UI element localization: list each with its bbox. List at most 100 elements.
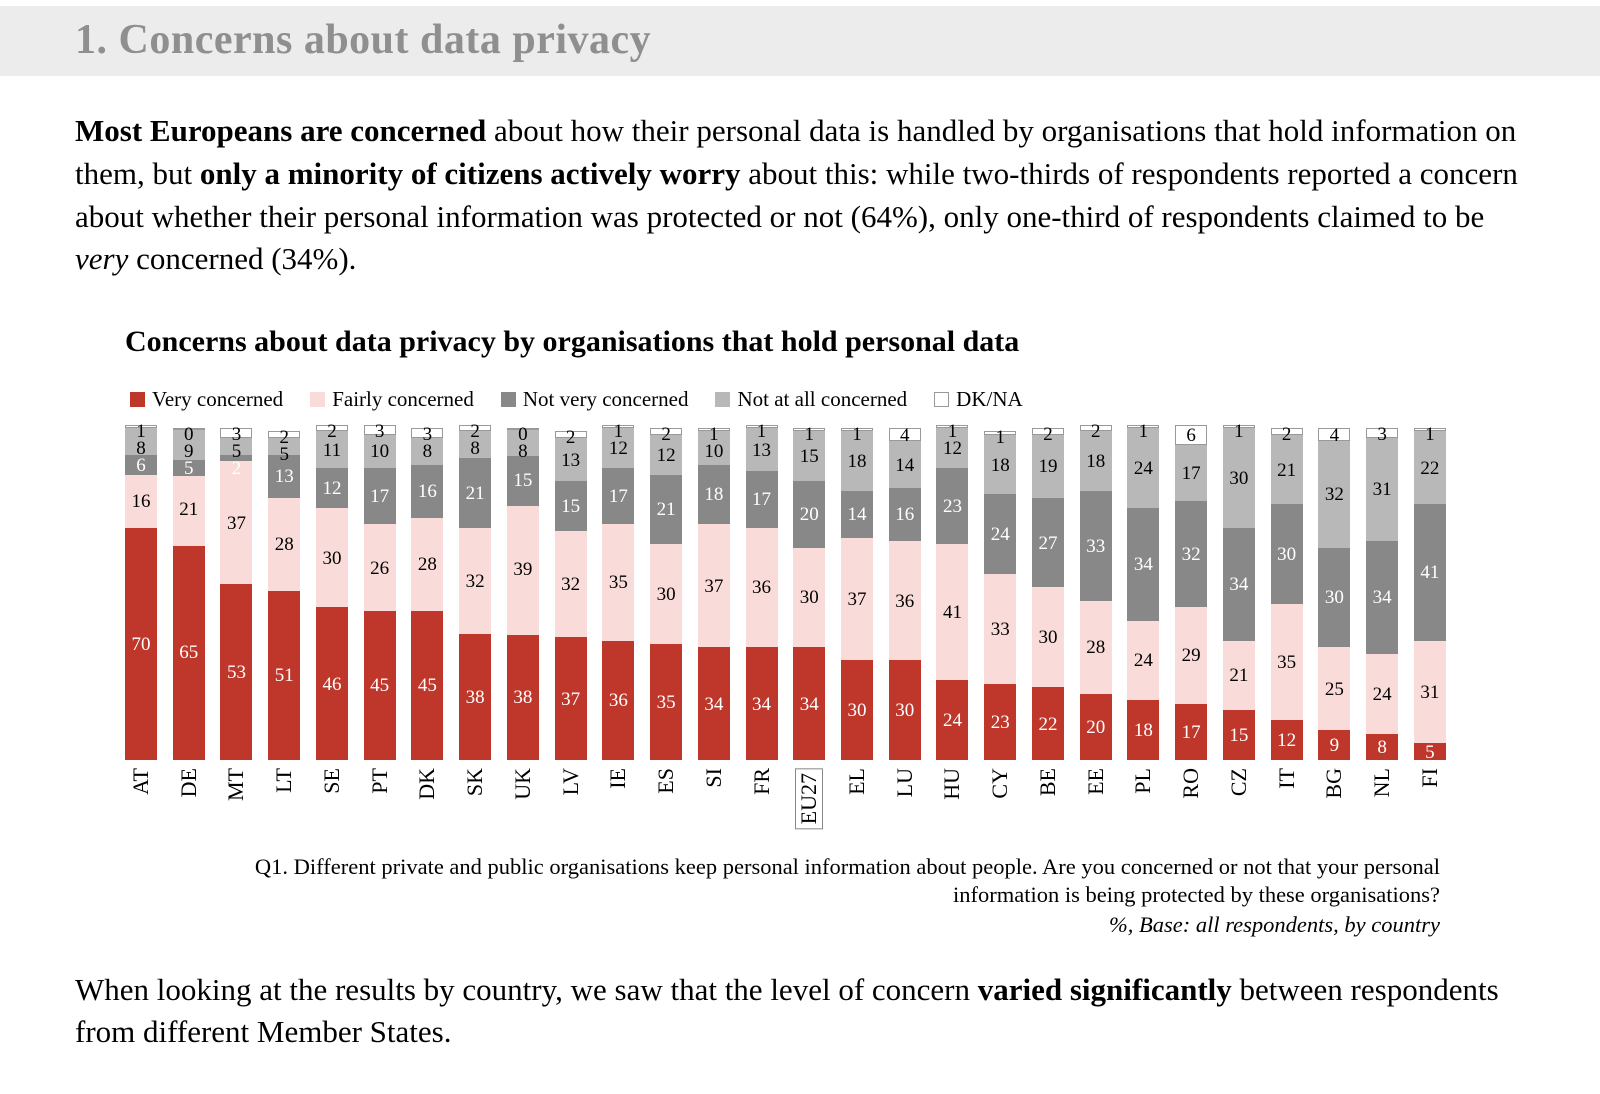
stacked-bar-es: 2 12 21 30 35 xyxy=(650,425,683,761)
segment-not-at-all-concerned xyxy=(984,434,1017,495)
segment-very-concerned xyxy=(745,647,778,761)
segment-not-at-all-concerned xyxy=(411,438,444,465)
segment-not-very-concerned xyxy=(172,459,205,477)
bar-column-fr: 1 13 17 36 34 FR xyxy=(739,418,785,795)
stacked-bar-ee: 2 18 33 28 20 xyxy=(1079,422,1112,761)
bar-column-es: 2 12 21 30 35 ES xyxy=(643,418,689,794)
segment-not-very-concerned xyxy=(1079,491,1112,601)
x-axis-label-ee: EE xyxy=(1082,768,1108,795)
stacked-bar-el: 1 18 14 37 30 xyxy=(841,425,874,761)
bar-column-pl: 1 24 34 24 18 PL xyxy=(1120,418,1166,794)
segment-dk-na xyxy=(125,424,157,429)
segment-dk-na xyxy=(315,424,348,432)
stacked-bar-mt: 3 5 2 37 53 xyxy=(220,425,253,761)
segment-not-at-all-concerned xyxy=(459,431,492,458)
segment-not-at-all-concerned xyxy=(602,428,635,468)
segment-fairly-concerned xyxy=(745,527,778,648)
legend-item-fairly-concerned: Fairly concerned xyxy=(310,387,474,412)
bar-column-cz: 1 30 34 21 15 CZ xyxy=(1216,418,1262,796)
legend-item-very-concerned: Very concerned xyxy=(130,387,283,412)
segment-fairly-concerned xyxy=(554,531,587,638)
segment-dk-na xyxy=(220,428,253,439)
bar-wrapper: 2 11 12 30 46 xyxy=(315,418,348,761)
segment-very-concerned xyxy=(1127,700,1160,761)
closing-bold-1: varied significantly xyxy=(977,971,1232,1007)
segment-fairly-concerned xyxy=(411,517,444,611)
bar-wrapper: 2 12 21 30 35 xyxy=(650,418,683,761)
intro-paragraph: Most Europeans are concerned about how t… xyxy=(75,110,1530,281)
x-axis-label-ie: IE xyxy=(605,768,631,789)
closing-paragraph: When looking at the results by country, … xyxy=(75,969,1530,1055)
bar-column-be: 2 19 27 30 22 BE xyxy=(1025,418,1071,796)
x-axis-label-fr: FR xyxy=(748,768,774,795)
x-axis-label-de: DE xyxy=(175,768,201,798)
bar-column-lu: 4 14 16 36 30 LU xyxy=(882,418,928,797)
stacked-bar-cz: 1 30 34 21 15 xyxy=(1222,422,1255,761)
segment-very-concerned xyxy=(1318,730,1351,761)
segment-very-concerned xyxy=(650,643,683,761)
bar-wrapper: 1 18 14 37 30 xyxy=(841,418,874,761)
segment-not-at-all-concerned xyxy=(1175,444,1208,502)
x-axis-label-uk: UK xyxy=(509,768,535,800)
segment-dk-na xyxy=(936,424,969,429)
bar-wrapper: 1 8 6 16 70 xyxy=(125,418,157,761)
segment-dk-na xyxy=(602,424,635,429)
segment-not-at-all-concerned xyxy=(125,428,157,455)
x-axis-label-sk: SK xyxy=(462,768,488,797)
segment-not-at-all-concerned xyxy=(1318,441,1351,548)
segment-not-at-all-concerned xyxy=(1127,428,1160,508)
x-axis-label-cy: CY xyxy=(987,768,1013,799)
bar-column-dk: 3 8 16 28 45 DK xyxy=(404,418,450,800)
segment-very-concerned xyxy=(363,610,396,761)
segment-not-at-all-concerned xyxy=(888,441,921,488)
segment-fairly-concerned xyxy=(697,524,730,648)
closing-text-1: When looking at the results by country, … xyxy=(75,971,978,1007)
bar-wrapper: 3 31 34 24 8 xyxy=(1366,418,1399,761)
bar-column-lv: 2 13 15 32 37 LV xyxy=(548,418,594,795)
bar-wrapper: 3 10 17 26 45 xyxy=(363,418,396,761)
stacked-bar-bg: 4 32 30 25 9 xyxy=(1318,426,1351,761)
segment-dk-na xyxy=(459,424,492,432)
bar-column-de: 0 9 5 21 65 DE xyxy=(166,418,212,797)
segment-dk-na xyxy=(1031,428,1064,435)
x-axis-label-fi: FI xyxy=(1416,768,1442,788)
stacked-bar-ro: 6 17 32 29 17 xyxy=(1175,424,1208,761)
segment-not-at-all-concerned xyxy=(1413,431,1446,505)
legend-label: Not at all concerned xyxy=(737,387,908,412)
x-axis-label-es: ES xyxy=(653,768,679,794)
segment-fairly-concerned xyxy=(650,544,683,644)
bar-column-lt: 2 5 13 28 51 LT xyxy=(261,418,307,793)
segment-not-at-all-concerned xyxy=(220,438,253,455)
bar-column-hu: 1 12 23 41 24 HU xyxy=(929,418,975,800)
bar-wrapper: 1 12 23 41 24 xyxy=(936,418,969,761)
intro-text-3: concerned (34%). xyxy=(128,241,357,277)
x-axis-label-mt: MT xyxy=(223,768,249,802)
segment-not-at-all-concerned xyxy=(506,430,539,457)
legend-label: Fairly concerned xyxy=(332,387,474,412)
segment-very-concerned xyxy=(1079,693,1112,761)
bar-wrapper: 1 10 18 37 34 xyxy=(697,418,730,761)
segment-fairly-concerned xyxy=(1270,604,1303,721)
segment-not-at-all-concerned xyxy=(1031,434,1064,498)
segment-fairly-concerned xyxy=(1413,640,1446,744)
segment-not-at-all-concerned xyxy=(554,438,587,482)
stacked-bar-it: 2 21 30 35 12 xyxy=(1270,425,1303,761)
bar-wrapper: 2 5 13 28 51 xyxy=(268,418,301,761)
segment-not-at-all-concerned xyxy=(793,431,826,482)
x-axis-label-lv: LV xyxy=(557,768,583,796)
stacked-bar-lu: 4 14 16 36 30 xyxy=(888,426,921,761)
x-axis-label-se: SE xyxy=(318,768,344,794)
segment-not-very-concerned xyxy=(1031,497,1064,588)
segment-very-concerned xyxy=(268,590,301,761)
intro-bold-2: only a minority of citizens actively wor… xyxy=(199,155,741,191)
segment-fairly-concerned xyxy=(220,461,253,585)
bar-wrapper: 1 12 17 35 36 xyxy=(602,418,635,761)
segment-dk-na xyxy=(268,431,301,439)
segment-fairly-concerned xyxy=(841,537,874,661)
bar-column-pt: 3 10 17 26 45 PT xyxy=(357,418,403,794)
segment-fairly-concerned xyxy=(793,547,826,648)
bar-wrapper: 0 8 15 39 38 xyxy=(506,418,539,761)
bar-wrapper: 0 9 5 21 65 xyxy=(172,418,205,761)
segment-not-very-concerned xyxy=(411,464,444,518)
segment-very-concerned xyxy=(125,527,157,761)
